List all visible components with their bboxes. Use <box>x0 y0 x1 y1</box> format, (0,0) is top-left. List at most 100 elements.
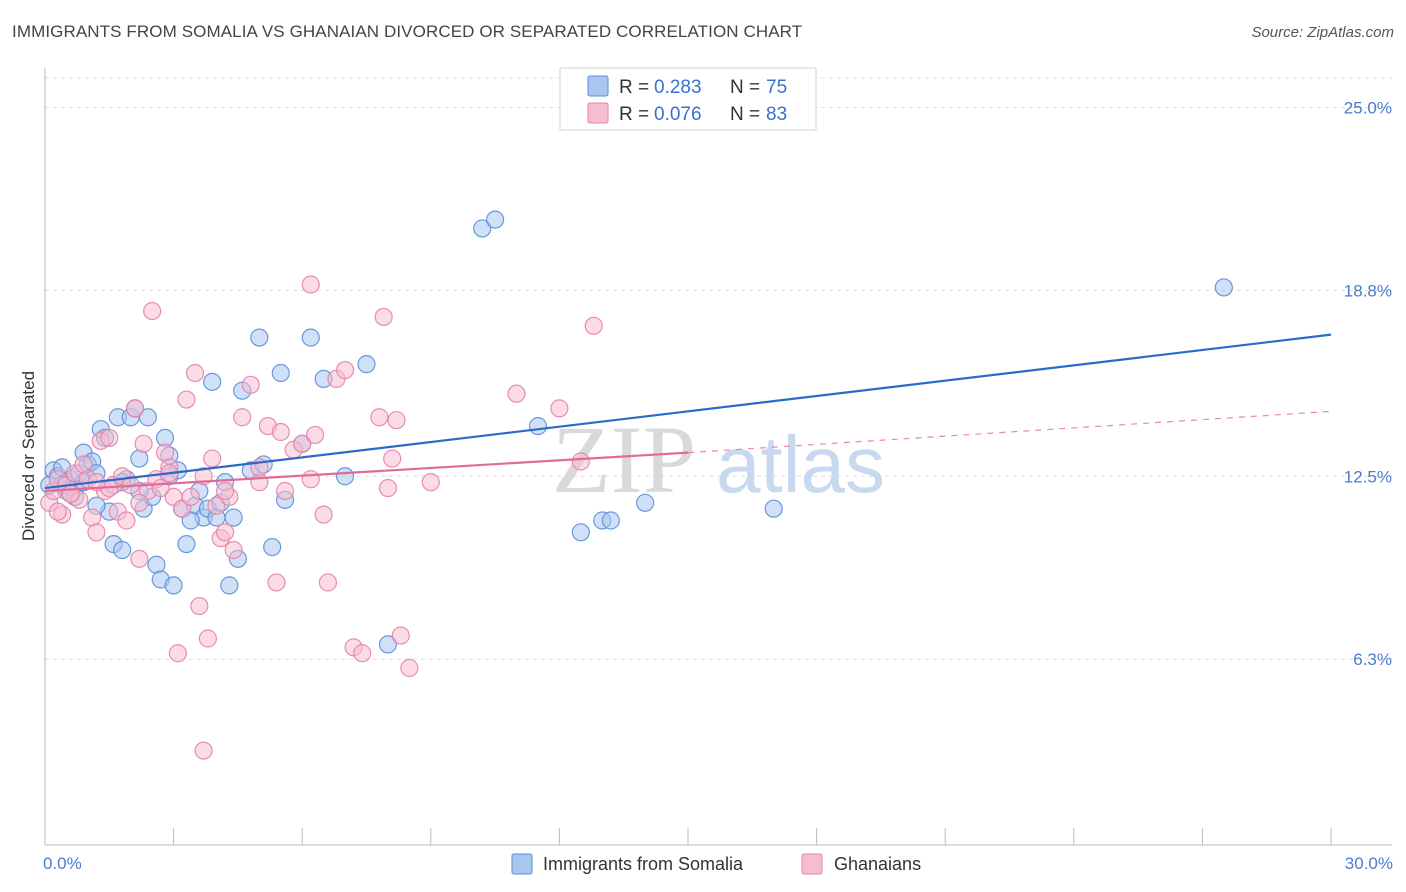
bottom-legend-swatch-ghanaians <box>801 853 823 875</box>
data-point <box>301 275 320 294</box>
data-point <box>181 487 200 506</box>
chart-source: Source: ZipAtlas.com <box>1251 24 1394 41</box>
data-point <box>100 428 119 447</box>
data-point <box>387 411 406 430</box>
data-point <box>138 408 157 427</box>
data-point <box>198 629 217 648</box>
stats-legend-r-label-1: R = <box>619 77 649 98</box>
trend-line <box>44 451 689 493</box>
data-point <box>267 573 286 592</box>
data-point <box>383 449 402 468</box>
data-point <box>215 481 235 501</box>
series-ghanaians <box>40 275 603 760</box>
data-point <box>203 449 222 468</box>
data-point <box>378 478 398 498</box>
data-point <box>143 301 162 321</box>
data-point <box>220 576 239 595</box>
y-tick-label: 18.8% <box>1344 281 1392 300</box>
data-point <box>233 408 252 427</box>
data-point <box>636 493 655 512</box>
data-point <box>130 493 149 512</box>
stats-legend-n-value-2: 83 <box>766 104 787 125</box>
data-point <box>241 375 260 394</box>
x-tick-label: 30.0% <box>1345 854 1393 873</box>
data-point <box>335 360 355 380</box>
stats-legend-n-value-1: 75 <box>766 77 787 98</box>
data-point <box>271 363 290 383</box>
data-point <box>203 372 222 391</box>
data-point <box>486 210 505 229</box>
data-point <box>117 511 136 530</box>
bottom-legend-swatch-somalia <box>511 853 533 875</box>
data-point <box>177 534 196 554</box>
data-point <box>48 502 67 521</box>
data-point <box>571 452 590 471</box>
data-point <box>250 328 269 347</box>
trend-line <box>44 333 1332 490</box>
data-point <box>168 644 187 663</box>
data-point <box>318 573 338 592</box>
data-point <box>130 549 149 568</box>
trend-layer <box>44 333 1332 493</box>
data-point <box>571 523 590 542</box>
data-point <box>1214 278 1233 297</box>
data-point <box>764 499 783 518</box>
x-tick-labels: 0.0% 30.0% <box>43 854 1393 873</box>
data-point <box>224 508 243 527</box>
data-point <box>370 408 389 427</box>
data-point <box>374 307 393 327</box>
data-point <box>215 523 235 542</box>
data-point <box>125 399 145 418</box>
data-point <box>263 537 282 557</box>
data-point <box>335 467 355 486</box>
data-point <box>378 635 398 654</box>
stats-legend-swatch-ghanaians <box>587 102 609 124</box>
data-point <box>301 328 320 347</box>
data-point <box>357 355 376 374</box>
data-point <box>87 523 106 542</box>
data-point <box>177 390 196 409</box>
data-point <box>528 417 548 436</box>
data-point <box>550 399 569 418</box>
data-point <box>601 511 620 530</box>
chart-title: IMMIGRANTS FROM SOMALIA VS GHANAIAN DIVO… <box>12 22 803 41</box>
data-point <box>190 596 209 616</box>
data-point <box>271 422 290 442</box>
y-tick-label: 12.5% <box>1344 467 1392 486</box>
stats-legend-n-label-2: N = <box>730 104 760 125</box>
data-point <box>275 481 295 501</box>
data-point <box>164 576 183 595</box>
stats-legend-r-label-2: R = <box>619 104 649 125</box>
watermark-atlas: atlas <box>716 420 885 509</box>
bottom-legend-label-somalia: Immigrants from Somalia <box>543 854 744 874</box>
data-point <box>194 741 213 760</box>
x-tick-label: 0.0% <box>43 854 82 873</box>
stats-legend: R = 0.283 N = 75 R = 0.076 N = 83 <box>559 67 817 131</box>
y-tick-labels: 6.3% 12.5% 18.8% 25.0% <box>1344 99 1392 670</box>
data-point <box>391 626 410 645</box>
data-point <box>584 316 603 335</box>
data-point <box>185 363 205 383</box>
data-point <box>314 505 333 524</box>
data-point <box>400 658 419 678</box>
data-point <box>224 540 243 560</box>
bottom-legend: Immigrants from Somalia Ghanaians <box>511 853 921 875</box>
stats-legend-r-value-2: 0.076 <box>654 104 702 125</box>
y-tick-label: 25.0% <box>1344 99 1392 118</box>
grid-layer <box>45 77 1392 660</box>
axis-layer <box>44 68 1392 846</box>
data-point <box>207 496 226 515</box>
data-point <box>305 425 325 445</box>
data-point <box>113 540 132 560</box>
data-point <box>293 434 312 453</box>
data-point <box>473 219 492 238</box>
stats-legend-r-value-1: 0.283 <box>654 77 702 98</box>
data-point <box>353 644 372 663</box>
y-tick-label: 6.3% <box>1353 650 1392 669</box>
data-point <box>507 384 526 403</box>
bottom-legend-label-ghanaians: Ghanaians <box>834 854 921 874</box>
data-point <box>421 473 440 492</box>
data-point <box>301 470 320 489</box>
y-axis-label: Divorced or Separated <box>19 371 38 541</box>
